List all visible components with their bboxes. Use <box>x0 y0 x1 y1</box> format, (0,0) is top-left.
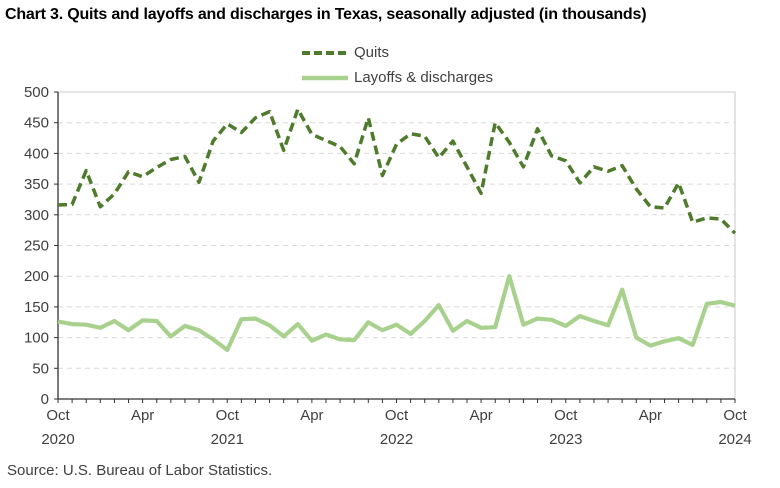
y-tick-label: 0 <box>41 391 49 408</box>
plot-border <box>58 91 736 399</box>
y-tick-label: 50 <box>32 360 49 377</box>
x-tick-label: Oct <box>216 407 240 424</box>
x-tick-label: Apr <box>131 407 154 424</box>
source-note: Source: U.S. Bureau of Labor Statistics. <box>7 462 273 479</box>
y-tick-label: 500 <box>24 84 49 101</box>
y-tick-label: 400 <box>24 145 49 162</box>
x-tick-label: Oct <box>554 407 578 424</box>
y-tick-label: 450 <box>24 115 49 132</box>
x-year-label: 2020 <box>41 431 74 448</box>
x-tick-label: Apr <box>639 407 662 424</box>
legend-item-layoffs: Layoffs & discharges <box>302 65 493 90</box>
chart-legend: Quits Layoffs & discharges <box>302 40 493 90</box>
x-tick-label: Apr <box>300 407 323 424</box>
quits-dashed-line-swatch-icon <box>302 50 348 55</box>
x-tick-label: Oct <box>385 407 409 424</box>
y-tick-label: 100 <box>24 330 49 347</box>
legend-item-quits: Quits <box>302 40 493 65</box>
x-year-label: 2023 <box>549 431 582 448</box>
x-tick-label: Apr <box>469 407 492 424</box>
y-tick-label: 300 <box>24 207 49 224</box>
y-tick-label: 200 <box>24 268 49 285</box>
y-tick-label: 250 <box>24 238 49 255</box>
quits-line <box>57 107 737 235</box>
y-tick-label: 350 <box>24 176 49 193</box>
layoffs-and-discharges-line <box>57 274 736 352</box>
x-tick-label: Oct <box>723 407 747 424</box>
x-year-label: 2021 <box>211 431 244 448</box>
x-year-label: 2024 <box>718 431 751 448</box>
legend-label-quits: Quits <box>354 44 390 61</box>
x-year-label: 2022 <box>380 431 413 448</box>
layoffs-solid-line-swatch-icon <box>302 75 348 80</box>
x-tick-label: Oct <box>46 407 70 424</box>
y-tick-label: 150 <box>24 299 49 316</box>
legend-label-layoffs: Layoffs & discharges <box>354 69 493 86</box>
chart-title: Chart 3. Quits and layoffs and discharge… <box>5 6 647 23</box>
